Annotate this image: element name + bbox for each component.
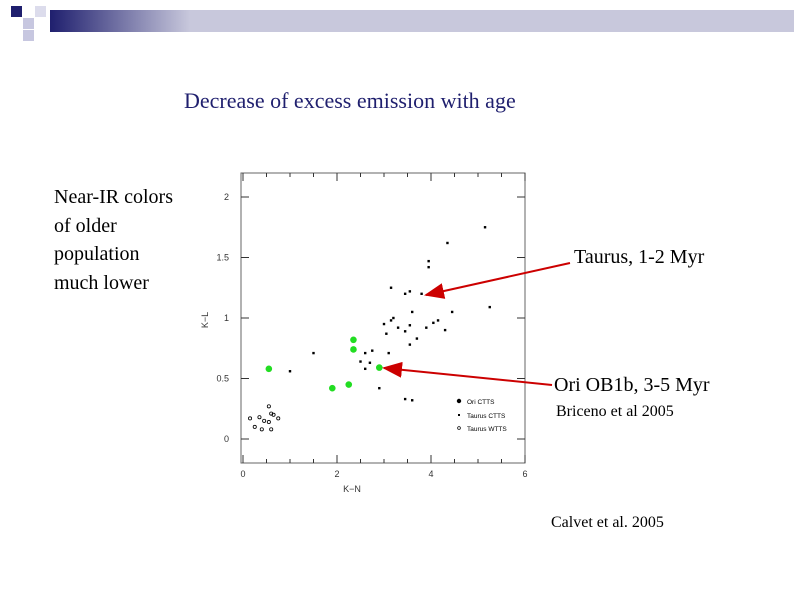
taurus-ctts-point [415, 337, 419, 340]
taurus-ctts-point [403, 397, 407, 401]
citation-calvet: Calvet et al. 2005 [551, 514, 664, 531]
taurus-wtts-point [269, 427, 274, 432]
taurus-ctts-point [427, 265, 430, 269]
taurus-wtts-point [276, 416, 281, 421]
deco-square [23, 18, 34, 29]
arrow-ori [382, 361, 553, 386]
taurus-ctts-point [411, 399, 414, 402]
left-note-line: Near-IR colors [54, 186, 173, 208]
deco-square [11, 6, 22, 17]
taurus-ctts-point [364, 367, 367, 371]
taurus-ctts-point [483, 226, 487, 229]
x-tick-label: 2 [334, 469, 339, 479]
ori-ctts-point [265, 365, 273, 373]
taurus-ctts-point [312, 351, 315, 355]
taurus-ctts-point [446, 241, 449, 245]
legend-marker-taurus-wtts [457, 426, 461, 430]
deco-square [35, 6, 46, 17]
x-tick-label: 6 [522, 469, 527, 479]
left-note-line: much lower [54, 271, 149, 294]
taurus-ctts-point [288, 370, 292, 373]
taurus-wtts-point [257, 415, 262, 420]
taurus-wtts-point [266, 404, 271, 409]
legend-marker-ori-ctts [456, 398, 462, 404]
legend-marker-taurus-ctts [458, 414, 460, 416]
x-axis-label: K−N [343, 484, 361, 494]
taurus-ctts-point [385, 332, 388, 335]
y-tick-label: 0.5 [216, 374, 229, 384]
y-tick-label: 0 [224, 434, 229, 444]
callout-taurus: Taurus, 1-2 Myr [574, 246, 705, 268]
taurus-ctts-point [408, 343, 412, 346]
taurus-ctts-point [425, 326, 428, 329]
taurus-ctts-point [387, 351, 390, 355]
taurus-ctts-point [378, 386, 381, 390]
taurus-ctts-point [371, 349, 374, 352]
taurus-ctts-point [443, 328, 447, 332]
y-tick-label: 1 [224, 313, 229, 323]
taurus-ctts-point [382, 322, 386, 326]
y-axis-label: K−L [200, 312, 210, 328]
y-tick-label: 2 [224, 192, 229, 202]
taurus-wtts-point [248, 416, 253, 421]
taurus-wtts-point [259, 427, 264, 432]
taurus-ctts-point [488, 305, 491, 309]
header-bar [190, 10, 794, 32]
ori-ctts-point [350, 336, 357, 344]
taurus-ctts-point [403, 292, 407, 295]
legend-label: Ori CTTS [467, 399, 495, 406]
taurus-ctts-point [411, 310, 414, 314]
taurus-ctts-point [403, 330, 407, 333]
legend-label: Taurus WTTS [467, 426, 507, 433]
left-note-line: of older [54, 214, 117, 237]
citation-briceno: Briceno et al 2005 [556, 403, 674, 420]
taurus-ctts-point [432, 321, 435, 325]
taurus-wtts-point [266, 420, 271, 425]
taurus-wtts-point [262, 418, 267, 423]
deco-square [23, 30, 34, 41]
ori-ctts-point [376, 364, 383, 371]
taurus-ctts-point [364, 351, 367, 355]
ori-ctts-point [329, 384, 336, 392]
callout-ori: Ori OB1b, 3-5 Myr [554, 374, 710, 396]
slide-title: Decrease of excess emission with age [184, 88, 516, 113]
taurus-ctts-point [389, 319, 393, 322]
taurus-ctts-point [389, 286, 393, 289]
taurus-ctts-point [427, 259, 430, 263]
ori-ctts-point [350, 346, 357, 353]
taurus-ctts-point [450, 310, 454, 314]
taurus-ctts-point [392, 316, 395, 320]
taurus-ctts-point [434, 288, 437, 292]
ori-ctts-point [345, 381, 353, 388]
left-note-line: population [54, 243, 140, 265]
x-tick-label: 4 [428, 469, 433, 479]
header-gradient-bar [50, 10, 190, 32]
arrow-taurus [424, 262, 571, 299]
taurus-ctts-point [408, 324, 412, 327]
taurus-ctts-point [368, 361, 372, 364]
taurus-ctts-point [408, 290, 412, 293]
taurus-ctts-point [420, 292, 423, 295]
y-tick-label: 1.5 [216, 253, 229, 263]
left-note: Near-IR colors of older population much … [54, 183, 173, 297]
legend-label: Taurus CTTS [467, 413, 506, 420]
taurus-wtts-point [252, 424, 257, 429]
x-tick-label: 0 [240, 469, 245, 479]
taurus-wtts-point [271, 412, 276, 417]
taurus-ctts-point [359, 360, 362, 363]
taurus-ctts-point [436, 319, 440, 322]
taurus-ctts-point [396, 326, 400, 329]
